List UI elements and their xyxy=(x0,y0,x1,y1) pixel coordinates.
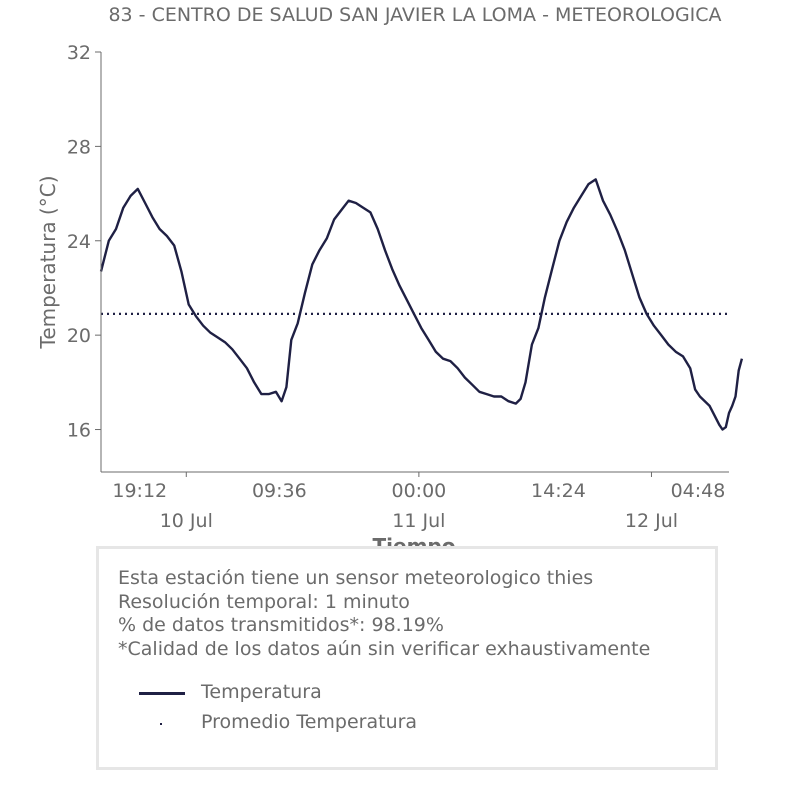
x-tick-label: 04:48 xyxy=(671,480,726,502)
solid-line-icon xyxy=(139,681,185,705)
info-resolution-line: Resolución temporal: 1 minuto xyxy=(118,590,410,613)
info-box: Esta estación tiene un sensor meteorolog… xyxy=(96,546,718,770)
y-tick-label: 16 xyxy=(67,420,91,442)
x-date-label: 10 Jul xyxy=(160,510,213,532)
y-tick-label: 20 xyxy=(67,325,91,347)
temperature-series-line xyxy=(99,178,744,431)
x-date-label: 12 Jul xyxy=(625,510,678,532)
legend-label: Promedio Temperatura xyxy=(201,711,418,733)
y-tick-label: 28 xyxy=(67,136,91,158)
info-transmitted-line: % de datos transmitidos*: 98.19% xyxy=(118,614,444,636)
x-axis-ticks: 19:12 09:36 00:00 14:24 04:48 10 Jul 11 Jul 12 … xyxy=(112,472,725,532)
x-date-label: 11 Jul xyxy=(392,510,445,532)
x-tick-label: 09:36 xyxy=(252,480,307,502)
y-axis-ticks: 16 20 24 28 32 xyxy=(67,42,101,442)
legend-label: Temperatura xyxy=(201,681,322,703)
y-tick-label: 24 xyxy=(67,231,91,253)
dot-icon xyxy=(139,711,185,735)
x-tick-label: 14:24 xyxy=(531,480,586,502)
info-quality-note: *Calidad de los datos aún sin verificar … xyxy=(118,637,651,660)
x-tick-label: 00:00 xyxy=(391,480,446,502)
chart-title: 83 - CENTRO DE SALUD SAN JAVIER LA LOMA … xyxy=(108,4,721,26)
y-tick-label: 32 xyxy=(67,42,91,64)
y-axis-label: Temperatura (°C) xyxy=(36,175,60,349)
info-text: Esta estación tiene un sensor meteorolog… xyxy=(118,567,650,661)
x-tick-label: 19:12 xyxy=(112,480,167,502)
info-sensor-line: Esta estación tiene un sensor meteorolog… xyxy=(118,567,594,589)
chart-svg: 83 - CENTRO DE SALUD SAN JAVIER LA LOMA … xyxy=(36,4,744,558)
